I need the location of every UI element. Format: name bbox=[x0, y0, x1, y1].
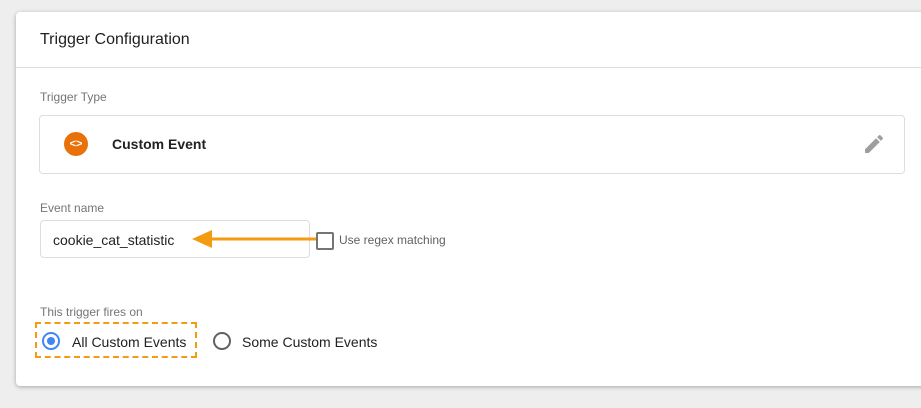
regex-label: Use regex matching bbox=[339, 233, 446, 247]
event-name-label: Event name bbox=[40, 201, 105, 215]
some-custom-events-label[interactable]: Some Custom Events bbox=[242, 334, 378, 350]
pencil-icon[interactable] bbox=[862, 132, 886, 156]
fires-on-label: This trigger fires on bbox=[40, 305, 143, 319]
card-title: Trigger Configuration bbox=[40, 31, 190, 48]
trigger-type-name: Custom Event bbox=[112, 136, 207, 152]
trigger-configuration-card: Trigger Configuration Trigger Type <> Cu… bbox=[16, 12, 921, 386]
divider bbox=[16, 67, 921, 68]
annotation-arrow bbox=[192, 230, 316, 248]
annotation-highlight bbox=[35, 322, 197, 358]
all-custom-events-label[interactable]: All Custom Events bbox=[72, 334, 187, 350]
trigger-type-label: Trigger Type bbox=[40, 90, 107, 104]
radio-all-custom-events[interactable] bbox=[42, 332, 60, 350]
trigger-type-selector[interactable]: <> Custom Event bbox=[39, 115, 905, 174]
radio-some-custom-events[interactable] bbox=[213, 332, 231, 350]
code-brackets-icon: <> bbox=[64, 132, 88, 156]
regex-checkbox[interactable] bbox=[316, 232, 334, 250]
